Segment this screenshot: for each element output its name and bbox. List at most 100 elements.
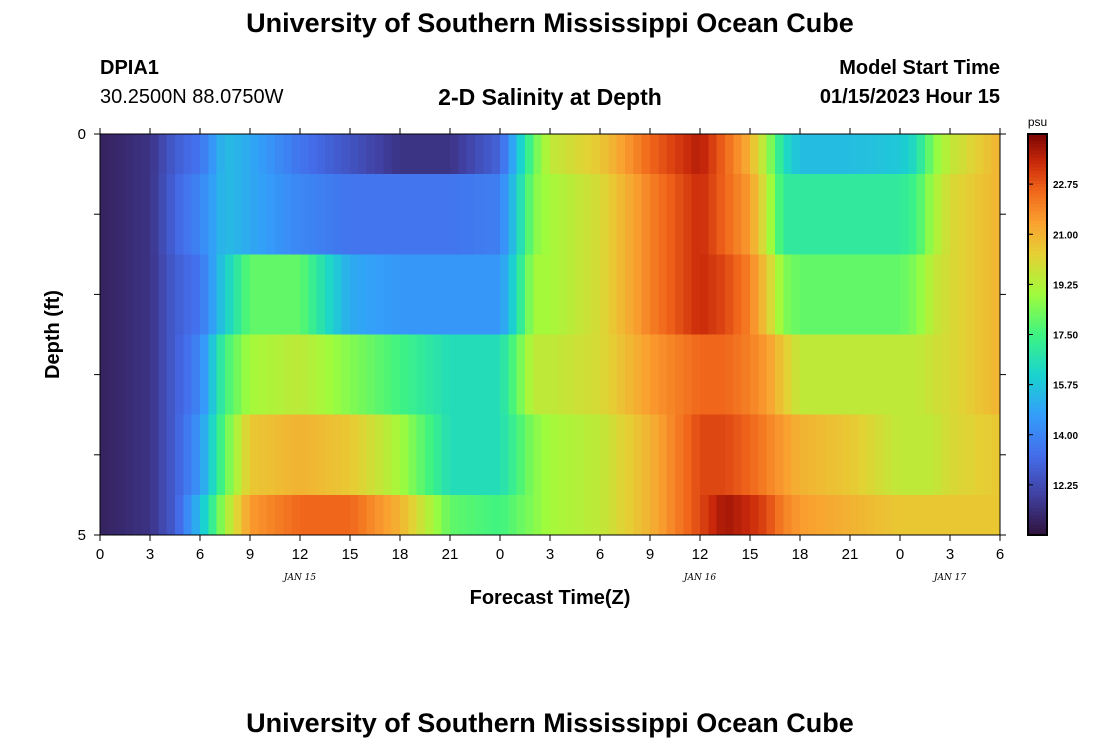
heatmap-cell [783,254,793,335]
heatmap-cell [458,334,468,416]
colorbar-segment [1028,204,1047,209]
heatmap-cell [291,414,301,496]
colorbar-segment [1028,334,1047,339]
colorbar-segment [1028,331,1047,336]
heatmap-cell [741,254,751,335]
heatmap-cell [116,414,126,496]
heatmap-cell [258,254,268,335]
heatmap-cell [841,134,851,175]
heatmap-cell [316,134,326,175]
heatmap-cell [875,494,884,536]
heatmap-cell [125,134,134,175]
colorbar-tick-label: 22.75 [1053,180,1078,191]
heatmap-cell [191,174,201,255]
heatmap-cell [783,334,793,416]
heatmap-cell [666,334,676,416]
heatmap-cell [466,254,476,335]
heatmap-cell [808,254,818,335]
heatmap-cell [983,414,993,496]
heatmap-cell [433,494,443,536]
heatmap-cell [491,134,501,175]
heatmap-cell [950,134,959,175]
heatmap-cell [908,134,918,175]
colorbar-segment [1028,471,1047,476]
heatmap-cell [925,494,934,536]
heatmap-cell [158,494,168,536]
heatmap-cell [916,494,926,536]
heatmap-cell [283,254,293,335]
heatmap-cell [291,254,301,335]
heatmap-cell [183,494,193,536]
heatmap-cell [358,334,368,416]
heatmap-cell [458,494,468,536]
heatmap-cell [358,494,368,536]
heatmap-cell [541,134,551,175]
heatmap-cell [458,174,468,255]
heatmap-cell [216,174,226,255]
heatmap-cell [708,254,718,335]
heatmap-cell [558,134,568,175]
heatmap-cell [441,134,451,175]
heatmap-cell [641,254,651,335]
heatmap-cell [766,414,776,496]
heatmap-cell [350,414,359,496]
heatmap-cell [525,334,534,416]
heatmap-cell [533,414,543,496]
heatmap-cell [758,414,768,496]
heatmap-cell [983,334,993,416]
heatmap-cell [400,494,409,536]
heatmap-cell [925,254,934,335]
heatmap-cell [125,254,134,335]
colorbar-segment [1028,264,1047,269]
heatmap-cell [908,494,918,536]
heatmap-cell [458,134,468,175]
heatmap-cell [966,414,976,496]
heatmap-cell [350,174,359,255]
heatmap-cell [333,334,343,416]
colorbar-segment [1028,220,1047,225]
heatmap-cell [900,334,909,416]
heatmap-cell [750,494,759,536]
heatmap-cell [358,254,368,335]
heatmap-cell [133,134,143,175]
heatmap-cell [625,174,634,255]
heatmap-cell [941,254,951,335]
heatmap-cell [800,414,809,496]
heatmap-cell [333,134,343,175]
heatmap-cell [891,494,901,536]
heatmap-cell [441,174,451,255]
heatmap-cell [425,494,434,536]
heatmap-cell [408,254,418,335]
heatmap-cell [500,134,509,175]
colorbar-segment [1028,214,1047,219]
x-tick-label: 0 [496,546,504,563]
station-id: DPIA1 [100,57,159,79]
heatmap-cell [875,414,884,496]
heatmap-cell [233,494,243,536]
heatmap-cell [991,494,1001,536]
heatmap-cell [291,134,301,175]
colorbar-segment [1028,531,1047,536]
colorbar-segment [1028,317,1047,322]
heatmap-cell [391,414,401,496]
heatmap-cell [750,174,759,255]
colorbar-segment [1028,337,1047,342]
heatmap-cell [933,174,943,255]
heatmap-cell [300,414,309,496]
heatmap-cell [516,174,526,255]
heatmap-cell [383,334,393,416]
heatmap-cell [100,334,109,416]
heatmap-cell [908,334,918,416]
heatmap-cell [850,254,859,335]
heatmap-cell [483,254,493,335]
colorbar-segment [1028,418,1047,422]
heatmap-cell [508,134,518,175]
heatmap-cell [566,174,576,255]
heatmap-cell [158,334,168,416]
colorbar-segment [1028,230,1047,235]
heatmap-cell [583,134,593,175]
heatmap-cell [783,414,793,496]
heatmap-cell [550,414,559,496]
colorbar-segment [1028,180,1047,185]
colorbar-segment [1028,478,1047,483]
